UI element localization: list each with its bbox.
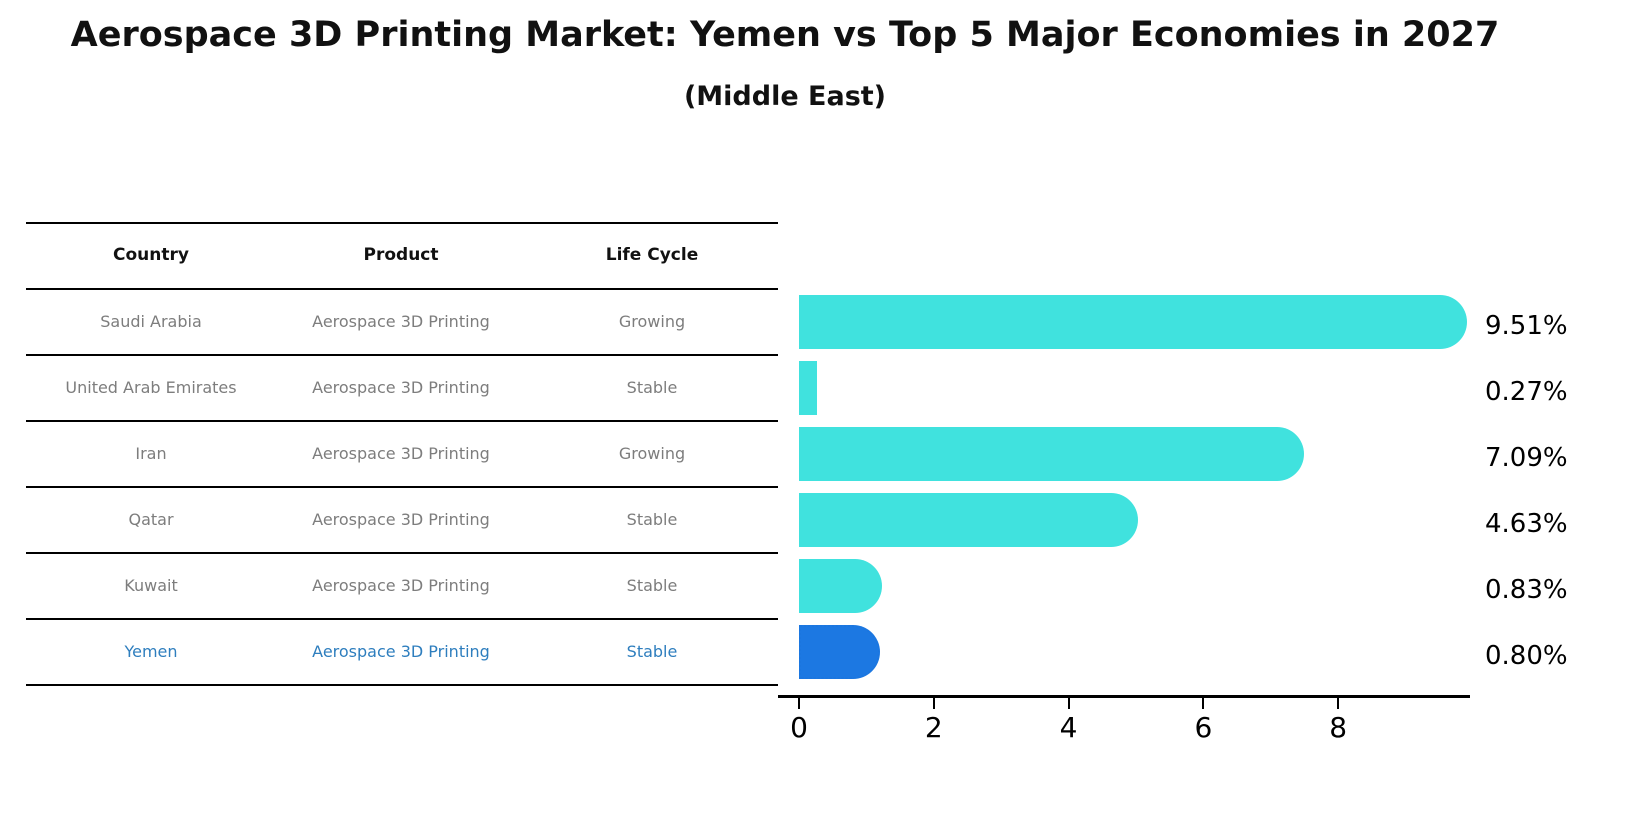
cell-saudi-arabia-country: Saudi Arabia bbox=[100, 312, 202, 331]
table-separator-line bbox=[26, 288, 778, 290]
cell-united-arab-emirates-life-cycle: Stable bbox=[626, 378, 678, 397]
cell-united-arab-emirates-country: United Arab Emirates bbox=[65, 378, 237, 397]
cell-kuwait-country: Kuwait bbox=[124, 576, 178, 595]
table-row-kuwait: Kuwait Aerospace 3D Printing Stable bbox=[26, 569, 778, 603]
table-header-row: Country Product Life Cycle bbox=[26, 238, 778, 272]
table-separator-line bbox=[26, 684, 778, 686]
cell-iran-life-cycle: Growing bbox=[618, 444, 686, 463]
cell-kuwait-product: Aerospace 3D Printing bbox=[312, 576, 490, 595]
table-row-saudi-arabia: Saudi Arabia Aerospace 3D Printing Growing bbox=[26, 305, 778, 339]
table-separator-line bbox=[26, 618, 778, 620]
table-header-country: Country bbox=[113, 245, 189, 265]
cell-qatar-life-cycle: Stable bbox=[626, 510, 678, 529]
x-tick-mark bbox=[1067, 698, 1070, 709]
value-label-kuwait: 0.83% bbox=[1485, 575, 1568, 605]
cell-kuwait-life-cycle: Stable bbox=[626, 576, 678, 595]
cell-saudi-arabia-product: Aerospace 3D Printing bbox=[312, 312, 490, 331]
x-tick-label: 6 bbox=[1194, 711, 1213, 744]
x-tick-mark bbox=[932, 698, 935, 709]
value-label-qatar: 4.63% bbox=[1485, 509, 1568, 539]
value-label-saudi-arabia: 9.51% bbox=[1485, 311, 1568, 341]
cell-yemen-product[interactable]: Aerospace 3D Printing bbox=[312, 642, 490, 661]
x-tick-label: 0 bbox=[790, 711, 808, 744]
bar-yemen[interactable] bbox=[799, 625, 880, 679]
cell-yemen-life-cycle[interactable]: Stable bbox=[626, 642, 678, 661]
x-tick-label: 2 bbox=[924, 711, 943, 744]
table-separator-line bbox=[26, 222, 778, 224]
table-row-qatar: Qatar Aerospace 3D Printing Stable bbox=[26, 503, 778, 537]
bar-kuwait[interactable] bbox=[799, 559, 882, 613]
table-separator-line bbox=[26, 420, 778, 422]
x-tick-label: 4 bbox=[1059, 711, 1078, 744]
cell-qatar-country: Qatar bbox=[128, 510, 174, 529]
table-header-life-cycle: Life Cycle bbox=[605, 245, 699, 265]
table-header-product: Product bbox=[363, 245, 439, 265]
value-label-united-arab-emirates: 0.27% bbox=[1485, 377, 1568, 407]
x-tick-label: 8 bbox=[1329, 711, 1348, 744]
cell-iran-product: Aerospace 3D Printing bbox=[312, 444, 490, 463]
cell-qatar-product: Aerospace 3D Printing bbox=[312, 510, 490, 529]
bar-iran[interactable] bbox=[799, 427, 1304, 481]
chart-title: Aerospace 3D Printing Market: Yemen vs T… bbox=[70, 15, 1500, 55]
table-row-yemen: Yemen Aerospace 3D Printing Stable bbox=[26, 635, 778, 669]
table-row-united-arab-emirates: United Arab Emirates Aerospace 3D Printin… bbox=[26, 371, 778, 405]
cell-iran-country: Iran bbox=[135, 444, 167, 463]
table-separator-line bbox=[26, 354, 778, 356]
bar-united-arab-emirates[interactable] bbox=[799, 361, 817, 415]
bar-saudi-arabia[interactable] bbox=[799, 295, 1467, 349]
x-tick-mark bbox=[1337, 698, 1340, 709]
x-axis-line bbox=[778, 695, 1470, 698]
chart-subtitle: (Middle East) bbox=[683, 81, 887, 112]
x-tick-mark bbox=[798, 698, 800, 709]
cell-yemen-country[interactable]: Yemen bbox=[124, 642, 178, 661]
cell-united-arab-emirates-product: Aerospace 3D Printing bbox=[312, 378, 490, 397]
value-label-iran: 7.09% bbox=[1485, 443, 1568, 473]
bar-qatar[interactable] bbox=[799, 493, 1138, 547]
cell-saudi-arabia-life-cycle: Growing bbox=[618, 312, 686, 331]
value-label-yemen: 0.80% bbox=[1485, 641, 1568, 671]
table-separator-line bbox=[26, 552, 778, 554]
table-row-iran: Iran Aerospace 3D Printing Growing bbox=[26, 437, 778, 471]
table-separator-line bbox=[26, 486, 778, 488]
x-tick-mark bbox=[1202, 698, 1205, 709]
